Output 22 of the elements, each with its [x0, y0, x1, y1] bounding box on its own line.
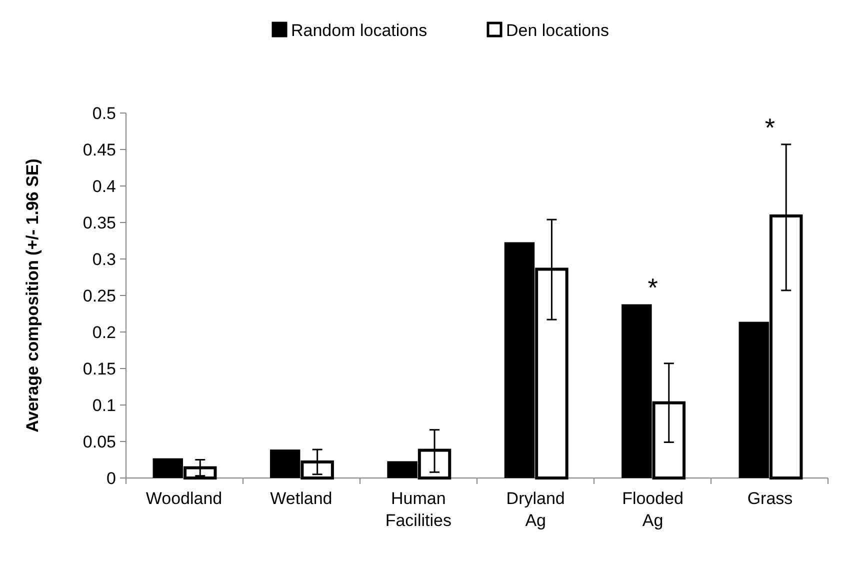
- annotation: *: [764, 112, 776, 142]
- y-tick-label: 0: [106, 468, 116, 488]
- y-tick-label: 0.25: [82, 286, 116, 306]
- y-axis-title: Average composition (+/- 1.96 SE): [23, 158, 42, 432]
- y-tick-label: 0.05: [82, 432, 116, 452]
- y-tick-label: 0.45: [82, 140, 116, 160]
- x-tick-label: Grass: [747, 489, 793, 508]
- x-tick-label: Wetland: [270, 489, 332, 508]
- x-tick-label: Human Facilities: [385, 489, 452, 530]
- legend-label: Random locations: [291, 20, 428, 40]
- x-tick-label: Flooded Ag: [622, 489, 684, 530]
- y-tick-label: 0.4: [92, 176, 116, 196]
- legend-label: Den locations: [506, 20, 610, 40]
- y-tick-label: 0.15: [82, 359, 116, 378]
- y-tick-label: 0.5: [92, 104, 116, 123]
- annotation: *: [648, 272, 658, 302]
- y-tick-label: 0.3: [92, 250, 116, 269]
- y-tick-label: 0.35: [82, 213, 116, 232]
- x-tick-label: Woodland: [146, 489, 222, 508]
- y-tick-label: 0.2: [92, 322, 116, 342]
- x-tick-label: Dryland Ag: [506, 489, 565, 530]
- y-tick-label: 0.1: [92, 396, 116, 415]
